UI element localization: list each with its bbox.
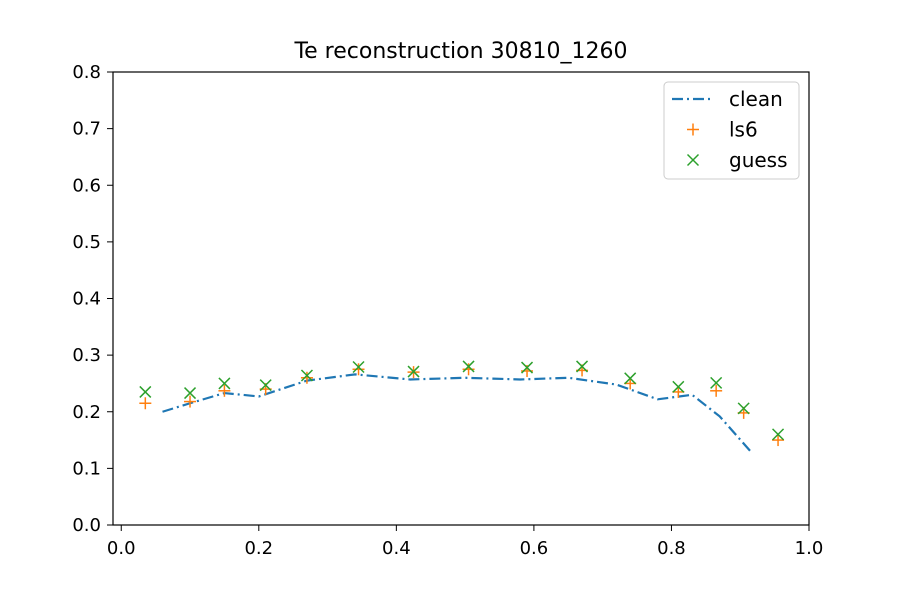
series-guess-point-b xyxy=(672,380,685,393)
series-guess-point-b xyxy=(183,387,197,400)
series-guess-point xyxy=(407,365,420,378)
series-guess-point xyxy=(737,402,750,415)
x-tick-label: 0.8 xyxy=(657,538,686,559)
series-ls6-point xyxy=(218,384,231,397)
series-guess-point-b xyxy=(352,360,365,374)
series-guess-point-b xyxy=(520,361,534,374)
chart-title: Te reconstruction 30810_1260 xyxy=(293,39,627,64)
y-tick-label: 0.2 xyxy=(72,402,101,423)
series-guess-point xyxy=(300,369,313,382)
y-tick-label: 0.7 xyxy=(72,119,101,140)
x-tick-label: 0.0 xyxy=(107,538,136,559)
x-tick-label: 0.2 xyxy=(244,538,273,559)
series-guess-point-b xyxy=(139,385,152,398)
legend-label-ls6: ls6 xyxy=(729,118,758,142)
legend: clean ls6 guess xyxy=(663,81,800,180)
series-guess-point xyxy=(462,360,475,373)
y-tick-label: 0.4 xyxy=(72,289,101,310)
x-tick-label: 0.6 xyxy=(520,538,549,559)
series-guess-point-b xyxy=(259,379,272,392)
axes-layer: 0.0 0.2 0.4 0.6 0.8 1.0 0.0 0.1 0.2 0.3 0.4 0.5 0.6 0… xyxy=(72,62,823,559)
series-ls6-point xyxy=(300,371,313,384)
series-guess-point xyxy=(576,360,589,373)
axes-frame xyxy=(112,71,810,526)
series-guess-point-b xyxy=(462,360,475,373)
series-guess-point xyxy=(672,380,685,393)
legend-swatch-ls6 xyxy=(687,123,699,136)
series-guess xyxy=(139,360,785,441)
series-ls6-point xyxy=(624,377,637,390)
series-guess-point-b xyxy=(737,402,750,415)
x-tick-label: 0.4 xyxy=(382,538,411,559)
series-ls6-point xyxy=(462,363,475,376)
legend-swatch-guess xyxy=(686,153,700,167)
series-guess-point-b xyxy=(576,360,589,373)
series-ls6-point xyxy=(139,397,152,410)
y-tick-label: 0.6 xyxy=(72,175,101,196)
series-guess-point xyxy=(218,377,231,390)
series-guess-point xyxy=(259,379,272,392)
series-guess-point-b xyxy=(218,377,231,390)
series-guess-point xyxy=(352,360,365,374)
series-guess-point-b xyxy=(710,376,723,389)
y-tick-label: 0.1 xyxy=(72,458,101,479)
series-guess-point xyxy=(772,428,785,441)
series-guess-point xyxy=(139,385,152,398)
y-tick-label: 0.3 xyxy=(72,345,101,366)
series-guess-point-b xyxy=(772,428,785,441)
y-tick-label: 0.0 xyxy=(72,515,101,536)
series-clean xyxy=(162,373,752,453)
y-tick-label: 0.5 xyxy=(72,232,101,253)
series-guess-point xyxy=(520,361,534,374)
legend-label-clean: clean xyxy=(729,87,783,111)
series-ls6-point xyxy=(184,395,197,408)
series-layer xyxy=(139,360,785,453)
series-guess-point xyxy=(624,372,637,385)
series-clean-line xyxy=(162,373,752,453)
legend-swatch-guess-b xyxy=(686,153,700,167)
series-guess-point xyxy=(183,387,197,400)
series-ls6-point xyxy=(710,384,723,397)
series-guess-point-b xyxy=(624,372,637,385)
series-guess-point xyxy=(710,376,723,389)
series-ls6-point xyxy=(352,363,365,376)
series-ls6-point xyxy=(672,385,685,398)
series-guess-point-b xyxy=(300,369,313,382)
series-guess-point-b xyxy=(407,365,420,378)
legend-label-guess: guess xyxy=(729,148,788,172)
x-tick-label: 1.0 xyxy=(795,538,824,559)
y-tick-label: 0.8 xyxy=(72,62,101,83)
series-ls6-point xyxy=(772,434,785,447)
